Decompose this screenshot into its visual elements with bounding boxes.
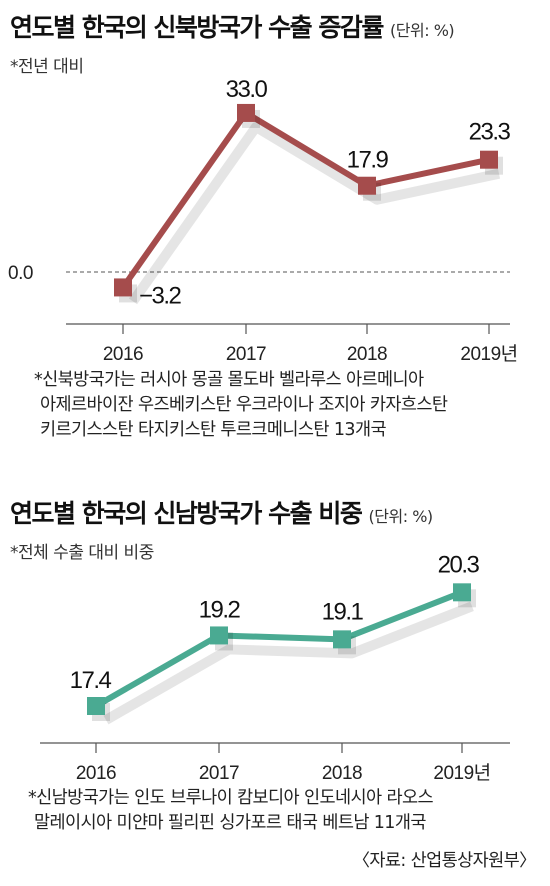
series-line-shadow bbox=[103, 601, 474, 725]
data-point bbox=[480, 150, 498, 169]
data-label: −3.2 bbox=[139, 282, 182, 309]
data-label: 17.4 bbox=[70, 667, 112, 694]
x-tick-label: 2018 bbox=[322, 763, 362, 784]
data-point bbox=[453, 583, 471, 602]
data-point bbox=[210, 626, 228, 645]
footnote-line: *신북방국가는 러시아 몽골 몰도바 벨라루스 아르메니아 bbox=[34, 370, 424, 390]
footnote-line: *신남방국가는 인도 브루나이 캄보디아 인도네시아 라오스 bbox=[28, 788, 434, 808]
data-point bbox=[114, 278, 132, 297]
series-line bbox=[94, 589, 464, 709]
data-label: 17.9 bbox=[347, 147, 389, 174]
x-tick-label: 2016 bbox=[76, 763, 116, 784]
south-export-line-chart: 2016 2017 2018 2019년 17.4 19.2 19.1 20.3 bbox=[40, 551, 510, 784]
data-point bbox=[237, 103, 255, 122]
series-line-shadow bbox=[128, 121, 501, 305]
x-tick-label: 2016 bbox=[103, 344, 143, 365]
footnote-line: 키르기스스탄 타지키스탄 투르크메니스탄 13개국 bbox=[40, 420, 387, 440]
data-label: 19.1 bbox=[322, 598, 364, 625]
footnote-line: 말레이시아 미얀마 필리핀 싱가포르 태국 베트남 11개국 bbox=[34, 813, 426, 833]
footnote: *신북방국가는 러시아 몽골 몰도바 벨라루스 아르메니아 아제르바이잔 우즈베… bbox=[34, 368, 448, 443]
series-line bbox=[120, 109, 490, 290]
data-label: 33.0 bbox=[226, 76, 268, 103]
footnote-line: 아제르바이잔 우즈베키스탄 우크라이나 조지아 카자흐스탄 bbox=[40, 395, 448, 415]
unit-label: (단위: %) bbox=[390, 21, 455, 40]
x-tick-label: 2017 bbox=[199, 763, 239, 784]
x-tick-label: 2019년 bbox=[433, 762, 490, 784]
south-export-chart-panel: 연도별 한국의 신남방국가 수출 비중 (단위: %) *전체 수출 대비 비중… bbox=[0, 480, 550, 886]
footnote: *신남방국가는 인도 브루나이 캄보디아 인도네시아 라오스 말레이시아 미얀마… bbox=[28, 786, 434, 836]
chart-title: 연도별 한국의 신남방국가 수출 비중 (단위: %) bbox=[10, 499, 434, 528]
data-point bbox=[87, 697, 105, 715]
north-export-line-chart: 0.0 2016 2017 2018 2019년 −3.2 33.0 17.9 23.3 bbox=[8, 76, 518, 365]
data-label: 20.3 bbox=[438, 551, 480, 578]
source-label: 〈자료: 산업통상자원부〉 bbox=[352, 851, 536, 871]
data-point bbox=[333, 630, 351, 649]
x-tick-label: 2018 bbox=[347, 344, 387, 365]
x-tick-label: 2019년 bbox=[460, 343, 517, 365]
unit-label: (단위: %) bbox=[368, 507, 434, 526]
chart-subtitle: *전체 수출 대비 비중 bbox=[10, 543, 154, 563]
north-export-chart-panel: 연도별 한국의 신북방국가 수출 증감률 (단위: %) *전년 대비 0.0 2… bbox=[8, 13, 518, 443]
data-point bbox=[358, 176, 376, 195]
chart-title: 연도별 한국의 신북방국가 수출 증감률 (단위: %) bbox=[10, 13, 455, 42]
data-label: 19.2 bbox=[199, 596, 241, 623]
chart-subtitle: *전년 대비 bbox=[10, 57, 84, 77]
data-label: 23.3 bbox=[469, 119, 511, 146]
x-tick-label: 2017 bbox=[226, 344, 266, 365]
reference-line-label: 0.0 bbox=[8, 263, 33, 284]
